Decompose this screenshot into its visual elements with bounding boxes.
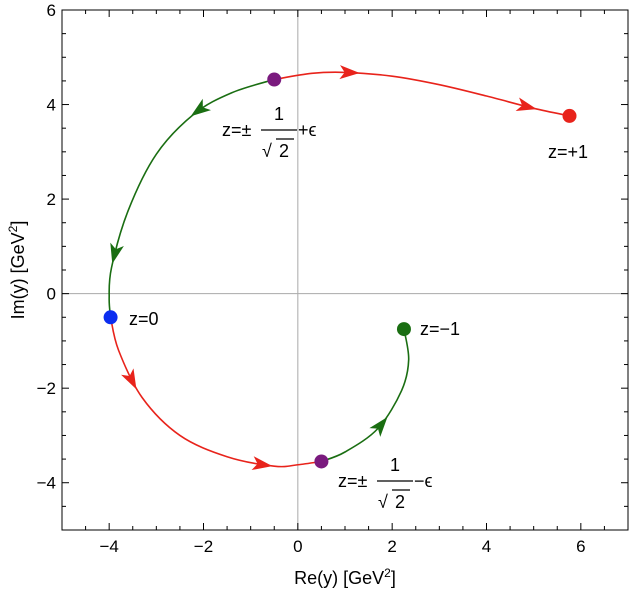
point-marker-0 [562, 108, 577, 123]
x-tick-label: −2 [194, 537, 213, 556]
eps-plus-prefix: z=± [222, 120, 252, 140]
y-tick-label: −4 [37, 474, 56, 493]
x-axis-title: Re(y) [GeV2] [294, 566, 396, 588]
x-tick-label: 0 [293, 537, 302, 556]
marked-points [103, 72, 577, 469]
y-tick-label: −2 [37, 379, 56, 398]
y-tick-label: 0 [47, 285, 56, 304]
y-axis-title: Im(y) [GeV2] [6, 221, 28, 320]
label-z-plus-1: z=+1 [548, 142, 588, 162]
trajectory-segment-3 [321, 328, 410, 463]
zero-lines [62, 10, 628, 530]
trajectory-segment-2 [109, 317, 322, 468]
eps-minus-radical: √ [378, 492, 388, 512]
eps-plus-radical: √ [262, 141, 272, 161]
direction-arrow [339, 65, 360, 80]
y-tick-label: 4 [47, 96, 56, 115]
eps-minus-prefix: z=± [338, 471, 368, 491]
point-marker-1 [103, 310, 118, 325]
trajectory-paths [108, 71, 570, 468]
trajectory-segment-1 [108, 78, 275, 318]
eps-minus-suffix: −ϵ [414, 471, 433, 491]
x-tick-label: 4 [482, 537, 491, 556]
y-tick-label: 2 [47, 190, 56, 209]
point-marker-2 [396, 322, 411, 337]
direction-arrow [190, 98, 211, 117]
direction-arrow [369, 416, 388, 437]
x-tick-label: 2 [387, 537, 396, 556]
label-z-0: z=0 [129, 309, 159, 329]
direction-arrow [110, 242, 124, 264]
label-z-eps-plus: z=± 1 √ 2 +ϵ [222, 104, 317, 161]
point-marker-3 [267, 72, 282, 87]
label-z-eps-minus: z=± 1 √ 2 −ϵ [338, 455, 433, 512]
eps-plus-radicand: 2 [279, 141, 289, 161]
point-marker-4 [314, 454, 329, 469]
direction-arrows [110, 65, 537, 471]
direction-arrow [121, 368, 137, 390]
eps-minus-radicand: 2 [395, 492, 405, 512]
direction-arrow [251, 456, 273, 471]
label-z-minus-1: z=−1 [420, 319, 460, 339]
direction-arrow [515, 97, 537, 112]
eps-minus-numerator: 1 [390, 455, 400, 475]
x-tick-label: 6 [576, 537, 585, 556]
axis-ticks: −4 −2 0 2 4 6 −4 −2 0 2 4 6 [37, 1, 629, 556]
y-tick-label: 6 [47, 1, 56, 20]
eps-plus-suffix: +ϵ [298, 120, 317, 140]
x-tick-label: −4 [99, 537, 118, 556]
eps-plus-numerator: 1 [274, 104, 284, 124]
